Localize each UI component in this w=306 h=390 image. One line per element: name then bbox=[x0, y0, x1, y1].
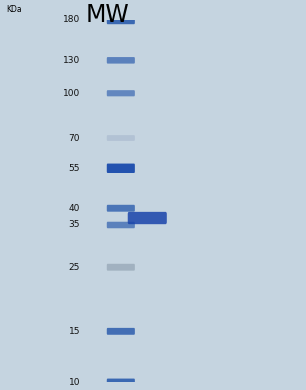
FancyBboxPatch shape bbox=[107, 57, 135, 64]
FancyBboxPatch shape bbox=[107, 163, 135, 173]
FancyBboxPatch shape bbox=[107, 222, 135, 228]
Text: MW: MW bbox=[86, 3, 129, 27]
Text: 130: 130 bbox=[63, 56, 80, 65]
Text: 40: 40 bbox=[69, 204, 80, 213]
Text: 15: 15 bbox=[69, 327, 80, 336]
Text: 25: 25 bbox=[69, 263, 80, 272]
Text: 70: 70 bbox=[69, 133, 80, 142]
Text: 55: 55 bbox=[69, 164, 80, 173]
Text: KDa: KDa bbox=[6, 5, 22, 14]
FancyBboxPatch shape bbox=[107, 264, 135, 271]
FancyBboxPatch shape bbox=[107, 90, 135, 96]
FancyBboxPatch shape bbox=[107, 135, 135, 141]
FancyBboxPatch shape bbox=[107, 205, 135, 212]
Text: 180: 180 bbox=[63, 15, 80, 24]
Text: 10: 10 bbox=[69, 378, 80, 387]
Text: 100: 100 bbox=[63, 89, 80, 98]
FancyBboxPatch shape bbox=[107, 379, 135, 386]
FancyBboxPatch shape bbox=[107, 15, 135, 24]
FancyBboxPatch shape bbox=[107, 328, 135, 335]
Text: 35: 35 bbox=[69, 220, 80, 229]
FancyBboxPatch shape bbox=[128, 212, 167, 224]
